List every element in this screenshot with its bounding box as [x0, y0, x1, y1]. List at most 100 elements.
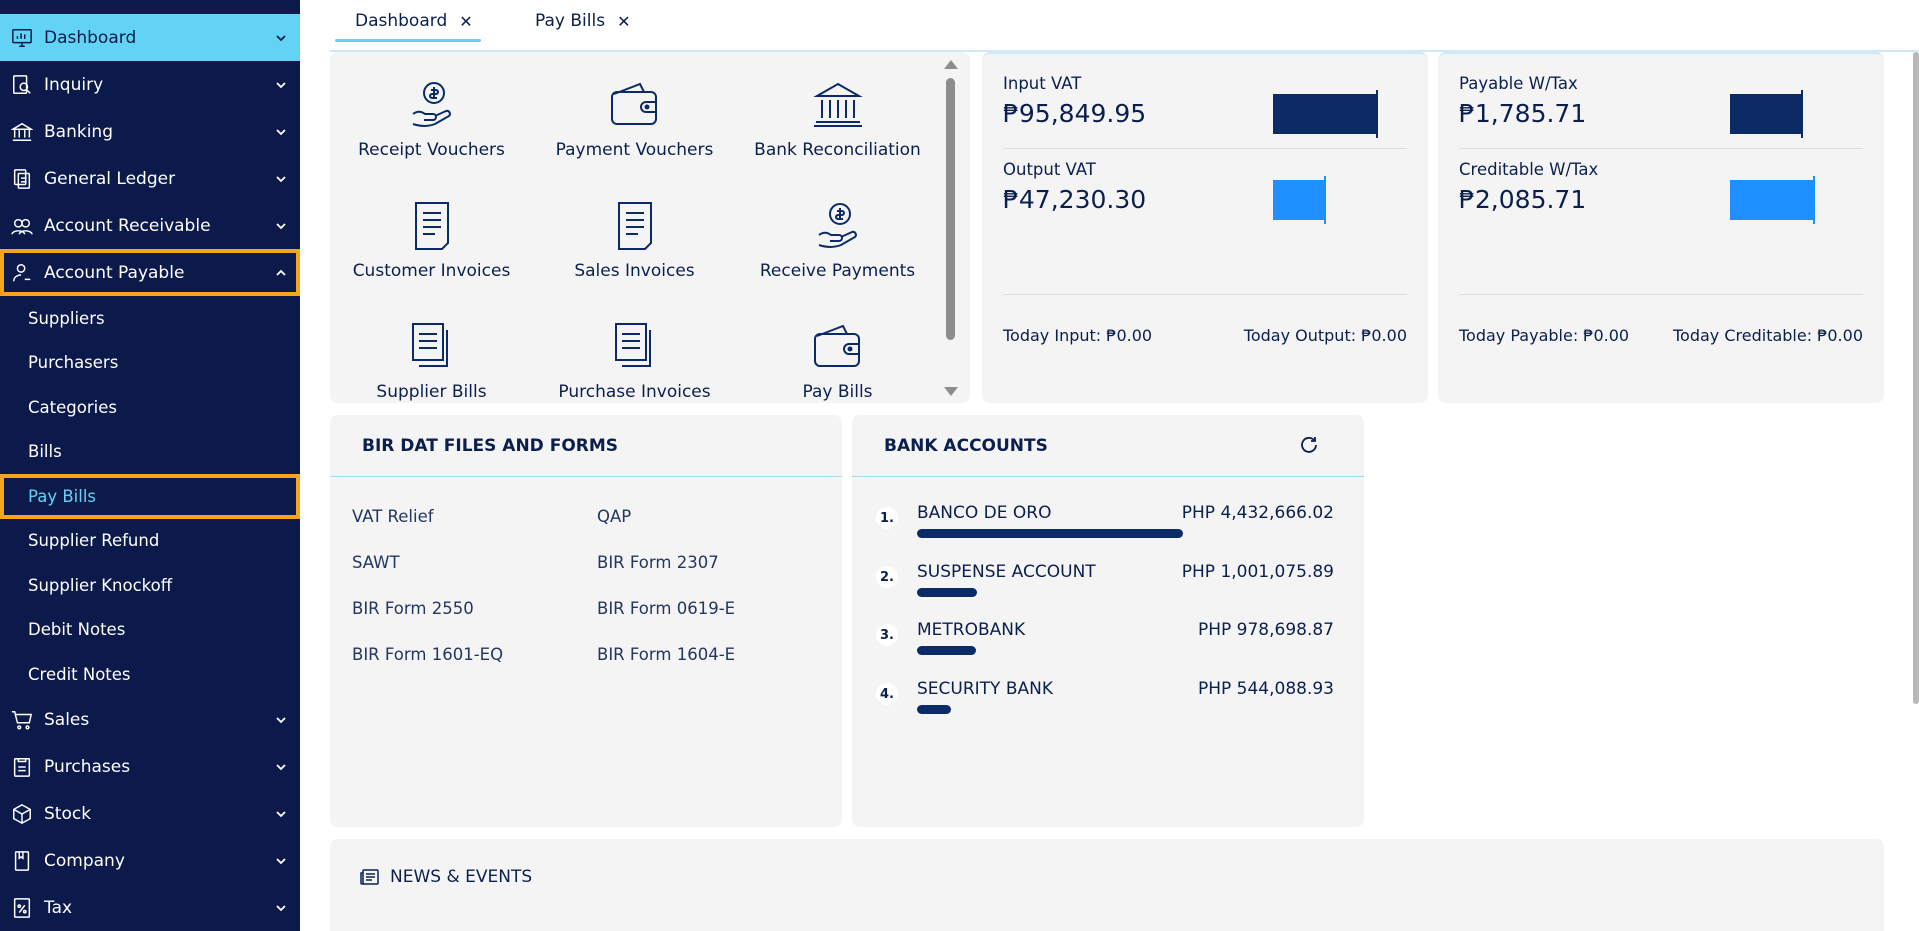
- quick-link-purchase-invoices[interactable]: Purchase Invoices: [533, 320, 736, 441]
- close-icon[interactable]: ✕: [617, 11, 631, 31]
- sidebar-item-account-receivable[interactable]: Account Receivable: [0, 202, 300, 249]
- quick-link-payment-vouchers[interactable]: Payment Vouchers: [533, 78, 736, 199]
- output-vat-row: Output VAT ₱47,230.30: [1003, 140, 1407, 226]
- chevron-down-icon: [276, 717, 286, 724]
- sidebar-item-sales[interactable]: Sales: [0, 697, 300, 744]
- payable-wtax-row: Payable W/Tax ₱1,785.71: [1459, 54, 1863, 140]
- output-vat-value: ₱47,230.30: [1003, 185, 1147, 214]
- tab-label: Pay Bills: [535, 11, 606, 31]
- bank-accounts-card: BANK ACCOUNTS 1. BANCO DE ORO PHP 4,432,…: [852, 415, 1364, 827]
- creditable-wtax-label: Creditable W/Tax: [1459, 160, 1599, 179]
- bank-account-amount: PHP 4,432,666.02: [1181, 503, 1334, 523]
- today-input: Today Input: ₱0.00: [1003, 326, 1153, 345]
- sidebar-item-label: Company: [44, 851, 125, 871]
- tab-label: Dashboard: [355, 11, 448, 31]
- chevron-down-icon: [276, 905, 286, 912]
- sidebar-subitem-suppliers[interactable]: Suppliers: [28, 308, 105, 328]
- input-vat-value: ₱95,849.95: [1003, 99, 1147, 128]
- bir-link-sawt[interactable]: SAWT: [352, 553, 400, 572]
- bir-link-form-2307[interactable]: BIR Form 2307: [597, 553, 719, 572]
- quick-link-bank-reconciliation[interactable]: Bank Reconciliation: [736, 78, 939, 199]
- quick-link-customer-invoices[interactable]: Customer Invoices: [330, 199, 533, 320]
- bank-account-bar: [917, 588, 977, 597]
- sidebar-item-account-payable[interactable]: Account Payable: [0, 249, 300, 296]
- news-events-title: NEWS & EVENTS: [390, 867, 533, 887]
- bank-icon: [812, 82, 863, 127]
- chevron-down-icon: [276, 811, 286, 818]
- bank-account-row[interactable]: 3. METROBANK PHP 978,698.87: [852, 616, 1364, 674]
- clipboard-icon: [10, 755, 34, 779]
- quick-link-supplier-bills[interactable]: Supplier Bills: [330, 320, 533, 441]
- scroll-down-arrow-icon[interactable]: [944, 387, 958, 396]
- sidebar-subitem-categories[interactable]: Categories: [28, 397, 117, 417]
- payable-wtax-value: ₱1,785.71: [1459, 99, 1587, 128]
- sidebar-item-label: General Ledger: [44, 168, 176, 189]
- sidebar-subitem-bills[interactable]: Bills: [28, 442, 62, 462]
- tab-pay-bills[interactable]: Pay Bills ✕: [535, 0, 630, 42]
- creditable-wtax-row: Creditable W/Tax ₱2,085.71: [1459, 140, 1863, 226]
- sidebar-item-stock[interactable]: Stock: [0, 791, 300, 838]
- wallet-icon: [813, 324, 860, 367]
- sidebar-item-banking[interactable]: Banking: [0, 108, 300, 155]
- close-icon[interactable]: ✕: [459, 11, 473, 31]
- sidebar-subitem-pay-bills[interactable]: Pay Bills: [0, 474, 300, 519]
- user-icon: [10, 261, 34, 285]
- chevron-down-icon: [276, 34, 286, 41]
- chevron-down-icon: [276, 222, 286, 229]
- tab-dashboard[interactable]: Dashboard ✕: [335, 0, 481, 42]
- bir-link-form-1601eq[interactable]: BIR Form 1601-EQ: [352, 645, 504, 664]
- quick-link-sales-invoices[interactable]: Sales Invoices: [533, 199, 736, 320]
- payable-wtax-label: Payable W/Tax: [1459, 74, 1578, 93]
- chevron-down-icon: [276, 858, 286, 865]
- quick-link-receive-payments[interactable]: Receive Payments: [736, 199, 939, 320]
- sidebar-item-inquiry[interactable]: Inquiry: [0, 61, 300, 108]
- bir-link-vat-relief[interactable]: VAT Relief: [352, 507, 434, 526]
- sidebar-item-tax[interactable]: Tax: [0, 885, 300, 931]
- sidebar-item-label: Banking: [44, 121, 113, 142]
- sidebar-item-label: Inquiry: [44, 74, 104, 95]
- sidebar-item-dashboard[interactable]: Dashboard: [0, 14, 300, 61]
- bank-account-row[interactable]: 4. SECURITY BANK PHP 544,088.93: [852, 675, 1364, 733]
- quick-link-label: Receive Payments: [759, 261, 916, 281]
- page-scrollbar[interactable]: [1913, 52, 1919, 704]
- bank-account-amount: PHP 544,088.93: [1197, 679, 1334, 699]
- divider: [1003, 148, 1407, 149]
- scroll-up-arrow-icon[interactable]: [944, 60, 958, 69]
- refresh-icon[interactable]: [1298, 434, 1320, 456]
- quick-link-receipt-vouchers[interactable]: Receipt Vouchers: [330, 78, 533, 199]
- sidebar-item-label: Account Payable: [44, 262, 185, 283]
- sidebar-item-general-ledger[interactable]: General Ledger: [0, 155, 300, 202]
- output-vat-bar: [1273, 180, 1324, 220]
- bank-account-row[interactable]: 2. SUSPENSE ACCOUNT PHP 1,001,075.89: [852, 558, 1364, 616]
- bir-link-form-0619e[interactable]: BIR Form 0619-E: [597, 599, 736, 618]
- quick-link-pay-bills[interactable]: Pay Bills: [736, 320, 939, 441]
- sidebar-item-purchases[interactable]: Purchases: [0, 744, 300, 791]
- bir-link-qap[interactable]: QAP: [597, 507, 632, 526]
- scrollbar-thumb[interactable]: [946, 78, 955, 340]
- today-output: Today Output: ₱0.00: [1243, 326, 1407, 345]
- quick-links-scrollbar[interactable]: [944, 60, 958, 396]
- bir-link-form-1604e[interactable]: BIR Form 1604-E: [597, 645, 736, 664]
- quick-link-label: Sales Invoices: [574, 261, 695, 281]
- document-icon: [617, 202, 652, 250]
- bank-account-name: BANCO DE ORO: [917, 503, 1052, 523]
- bank-account-bar: [917, 646, 976, 655]
- wallet-icon: [610, 82, 657, 125]
- sidebar-subitem-credit-notes[interactable]: Credit Notes: [28, 664, 131, 684]
- sidebar-subitem-purchasers[interactable]: Purchasers: [28, 353, 119, 373]
- sidebar-subitem-debit-notes[interactable]: Debit Notes: [28, 620, 126, 640]
- bank-account-amount: PHP 978,698.87: [1197, 620, 1334, 640]
- quick-link-label: Bank Reconciliation: [754, 140, 921, 160]
- chevron-up-icon: [276, 269, 286, 276]
- sidebar-item-company[interactable]: Company: [0, 838, 300, 885]
- bank-account-row[interactable]: 1. BANCO DE ORO PHP 4,432,666.02: [852, 499, 1364, 557]
- percent-doc-icon: [10, 896, 34, 920]
- today-creditable: Today Creditable: ₱0.00: [1672, 326, 1863, 345]
- sidebar-subitem-supplier-refund[interactable]: Supplier Refund: [28, 531, 160, 551]
- bir-link-form-2550[interactable]: BIR Form 2550: [352, 599, 474, 618]
- sidebar-subitem-supplier-knockoff[interactable]: Supplier Knockoff: [28, 575, 173, 595]
- quick-link-label: Receipt Vouchers: [358, 140, 505, 160]
- quick-links-grid: Receipt Vouchers Payment Vouchers Bank R…: [330, 52, 940, 441]
- chevron-down-icon: [276, 81, 286, 88]
- output-vat-label: Output VAT: [1003, 160, 1096, 179]
